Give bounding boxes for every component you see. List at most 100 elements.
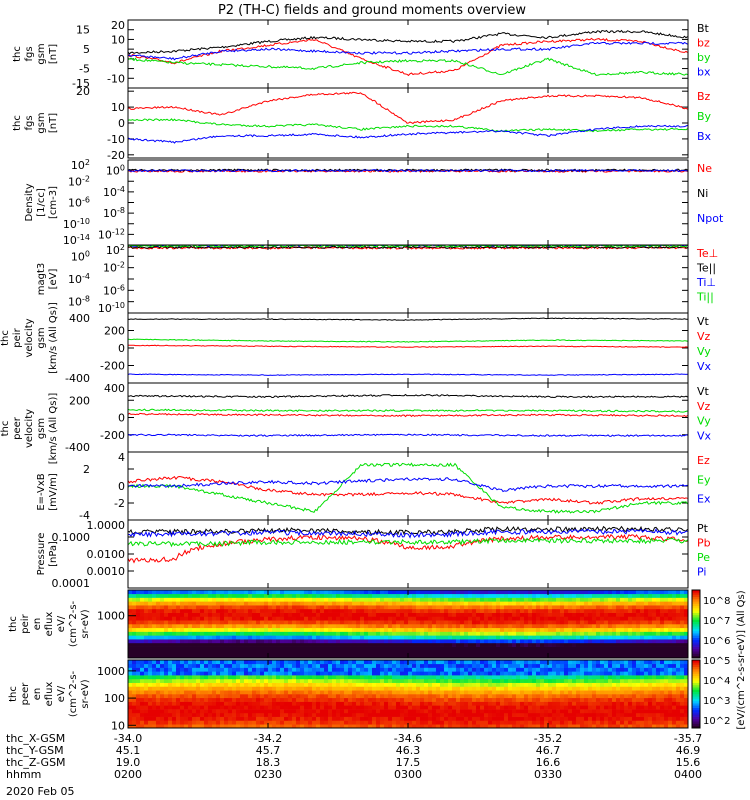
spectrogram-cell: [476, 716, 481, 721]
spectrogram-cell: [564, 667, 569, 672]
spectrogram-cell: [176, 593, 181, 598]
spectrogram-cell: [208, 686, 213, 691]
spectrogram-cell: [396, 639, 401, 644]
spectrogram-cell: [280, 639, 285, 644]
spectrogram-cell: [560, 646, 565, 651]
spectrogram-cell: [364, 724, 369, 729]
spectrogram-cell: [660, 608, 665, 613]
spectrogram-cell: [304, 639, 309, 644]
spectrogram-cell: [188, 616, 193, 621]
spectrogram-cell: [216, 667, 221, 672]
spectrogram-cell: [684, 650, 689, 655]
spectrogram-cell: [324, 593, 329, 598]
spectrogram-cell: [600, 593, 605, 598]
spectrogram-cell: [584, 605, 589, 610]
spectrogram-cell: [328, 678, 333, 683]
spectrogram-cell: [244, 650, 249, 655]
spectrogram-cell: [432, 663, 437, 668]
spectrogram-cell: [364, 642, 369, 647]
spectrogram-cell: [420, 612, 425, 617]
spectrogram-cell: [680, 646, 685, 651]
spectrogram-cell: [384, 716, 389, 721]
spectrogram-cell: [404, 620, 409, 625]
spectrogram-cell: [632, 627, 637, 632]
spectrogram-cell: [216, 705, 221, 710]
spectrogram-cell: [476, 620, 481, 625]
spectrogram-cell: [656, 627, 661, 632]
spectrogram-cell: [384, 597, 389, 602]
spectrogram-cell: [316, 720, 321, 725]
spectrogram-cell: [304, 682, 309, 687]
spectrogram-cell: [276, 667, 281, 672]
spectrogram-cell: [312, 601, 317, 606]
spectrogram-cell: [184, 709, 189, 714]
spectrogram-cell: [148, 682, 153, 687]
spectrogram-cell: [432, 642, 437, 647]
spectrogram-cell: [616, 654, 621, 659]
spectrogram-cell: [428, 616, 433, 621]
spectrogram-cell: [148, 624, 153, 629]
spectrogram-cell: [392, 597, 397, 602]
spectrogram-cell: [516, 686, 521, 691]
spectrogram-cell: [244, 642, 249, 647]
spectrogram-cell: [464, 605, 469, 610]
spectrogram-cell: [356, 597, 361, 602]
spectrogram-cell: [548, 620, 553, 625]
spectrogram-cell: [232, 663, 237, 668]
spectrogram-cell: [496, 686, 501, 691]
spectrogram-cell: [452, 616, 457, 621]
spectrogram-cell: [256, 720, 261, 725]
y-tick-label: 200: [104, 325, 125, 338]
spectrogram-cell: [272, 612, 277, 617]
spectrogram-cell: [372, 597, 377, 602]
y-axis-label: thc: [8, 616, 19, 632]
spectrogram-cell: [516, 601, 521, 606]
y-tick-label: 10-14: [63, 233, 90, 247]
spectrogram-cell: [324, 701, 329, 706]
spectrogram-cell: [372, 612, 377, 617]
spectrogram-cell: [328, 675, 333, 680]
spectrogram-cell: [576, 686, 581, 691]
spectrogram-cell: [568, 627, 573, 632]
spectrogram-cell: [460, 690, 465, 695]
spectrogram-cell: [496, 605, 501, 610]
spectrogram-cell: [216, 631, 221, 636]
spectrogram-cell: [644, 616, 649, 621]
spectrogram-cell: [504, 620, 509, 625]
spectrogram-cell: [316, 716, 321, 721]
spectrogram-cell: [188, 650, 193, 655]
spectrogram-cell: [328, 646, 333, 651]
spectrogram-cell: [584, 654, 589, 659]
spectrogram-cell: [264, 631, 269, 636]
spectrogram-cell: [532, 675, 537, 680]
spectrogram-cell: [536, 678, 541, 683]
spectrogram-cell: [296, 724, 301, 729]
spectrogram-cell: [492, 650, 497, 655]
spectrogram-cell: [136, 650, 141, 655]
spectrogram-cell: [432, 675, 437, 680]
spectrogram-cell: [160, 701, 165, 706]
series-line-Vx: [127, 373, 688, 376]
spectrogram-cell: [368, 682, 373, 687]
spectrogram-cell: [676, 608, 681, 613]
legend-Ti||: Ti||: [696, 291, 714, 304]
spectrogram-cell: [584, 642, 589, 647]
spectrogram-cell: [268, 635, 273, 640]
spectrogram-cell: [488, 646, 493, 651]
spectrogram-cell: [244, 605, 249, 610]
spectrogram-cell: [400, 716, 405, 721]
spectrogram-cell: [468, 590, 473, 595]
spectrogram-cell: [140, 712, 145, 717]
spectrogram-cell: [168, 616, 173, 621]
spectrogram-cell: [144, 590, 149, 595]
spectrogram-cell: [320, 671, 325, 676]
spectrogram-cell: [224, 712, 229, 717]
spectrogram-cell: [464, 671, 469, 676]
spectrogram-cell: [604, 631, 609, 636]
spectrogram-cell: [500, 612, 505, 617]
spectrogram-cell: [380, 608, 385, 613]
spectrogram-cell: [468, 605, 473, 610]
spectrogram-cell: [488, 608, 493, 613]
spectrogram-cell: [516, 616, 521, 621]
